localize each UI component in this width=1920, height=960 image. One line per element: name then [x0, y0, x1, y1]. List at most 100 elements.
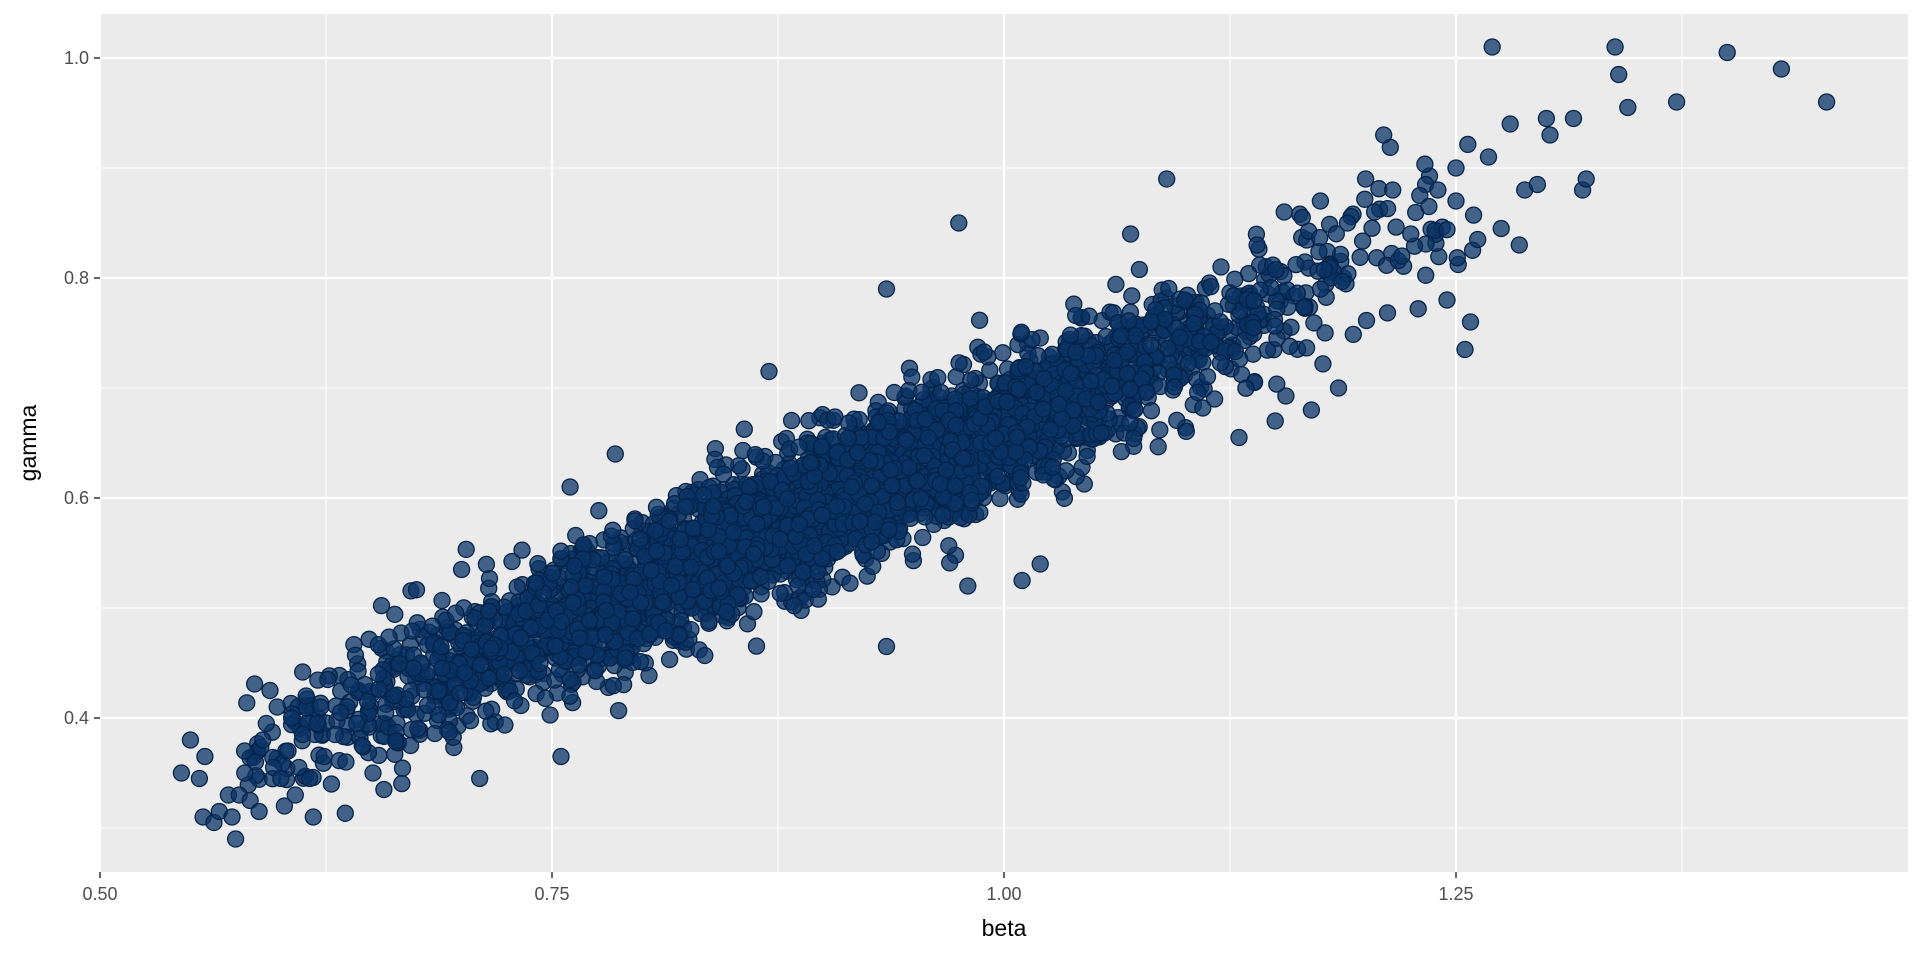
data-point	[308, 714, 326, 733]
data-point	[1344, 325, 1362, 344]
data-point	[755, 497, 773, 516]
data-point	[380, 628, 398, 646]
data-point	[1010, 380, 1028, 398]
data-point	[390, 655, 408, 673]
data-point	[684, 580, 702, 599]
data-point	[1168, 411, 1186, 430]
data-point	[877, 280, 896, 298]
data-point	[790, 515, 808, 534]
data-point	[297, 687, 315, 705]
data-point	[597, 601, 615, 620]
data-point	[1577, 170, 1595, 188]
data-point	[880, 521, 898, 539]
data-point	[1282, 318, 1300, 336]
data-point	[245, 675, 264, 693]
data-point	[451, 684, 469, 702]
data-point	[915, 446, 933, 465]
data-point	[1123, 287, 1141, 305]
data-point	[646, 522, 664, 540]
data-point	[1053, 409, 1071, 428]
y-tick-label: 0.4	[64, 708, 89, 728]
data-point	[961, 389, 980, 408]
data-point	[919, 428, 937, 447]
data-point	[1293, 208, 1311, 227]
data-point	[696, 646, 714, 665]
data-point	[1277, 387, 1295, 405]
data-point	[1185, 314, 1203, 333]
data-point	[1305, 314, 1323, 332]
data-point	[1541, 126, 1559, 144]
data-point	[570, 629, 589, 647]
data-point	[1056, 382, 1075, 400]
data-point	[595, 568, 613, 586]
data-point	[580, 611, 599, 630]
data-point	[751, 568, 770, 586]
data-point	[1226, 270, 1244, 288]
data-point	[941, 554, 959, 572]
data-point	[261, 681, 279, 700]
data-point	[1311, 192, 1330, 210]
data-point	[606, 445, 624, 463]
data-point	[851, 512, 869, 531]
data-point	[660, 512, 678, 530]
data-point	[393, 759, 412, 777]
data-point	[1078, 447, 1096, 466]
data-point	[1151, 421, 1169, 439]
data-point	[1297, 339, 1316, 357]
data-point	[1268, 375, 1286, 393]
data-point	[1142, 312, 1160, 331]
data-point	[1447, 192, 1465, 210]
data-point	[480, 602, 498, 620]
y-axis: 0.4 0.6 0.8 1.0	[64, 48, 100, 728]
data-point	[812, 437, 831, 456]
data-point	[401, 736, 420, 755]
data-point	[714, 465, 733, 483]
data-point	[1461, 313, 1480, 331]
data-point	[1817, 93, 1836, 111]
data-point	[561, 478, 579, 496]
data-point	[1409, 300, 1427, 318]
data-point	[1027, 383, 1046, 401]
data-point	[1314, 355, 1332, 373]
data-point	[1718, 43, 1736, 62]
data-point	[476, 616, 494, 635]
data-point	[916, 410, 934, 428]
data-point	[1459, 135, 1477, 154]
data-point	[1031, 555, 1049, 573]
data-point	[642, 561, 660, 580]
data-point	[813, 506, 831, 524]
data-point	[1438, 291, 1456, 309]
data-point	[336, 804, 354, 822]
data-point	[1008, 428, 1026, 446]
data-point	[543, 564, 562, 582]
data-point	[1378, 304, 1397, 322]
data-point	[1017, 358, 1035, 376]
data-point	[1149, 438, 1167, 456]
data-point	[748, 515, 766, 533]
data-point	[950, 354, 968, 372]
data-point	[1141, 336, 1160, 354]
data-point	[929, 369, 947, 387]
data-point	[1226, 342, 1245, 361]
data-point	[369, 665, 388, 683]
data-point	[947, 416, 965, 434]
data-point	[226, 830, 245, 848]
data-point	[1606, 38, 1624, 56]
data-point	[1107, 275, 1125, 294]
data-point	[861, 452, 879, 470]
data-point	[881, 461, 900, 479]
data-point	[1062, 364, 1080, 383]
y-tick-label: 1.0	[64, 48, 89, 68]
data-point	[426, 724, 444, 743]
data-point	[1050, 395, 1068, 414]
data-point	[850, 384, 868, 402]
data-point	[994, 344, 1012, 362]
data-point	[801, 454, 820, 472]
y-tick-label: 0.8	[64, 268, 89, 288]
data-point	[495, 665, 513, 684]
data-point	[671, 530, 690, 549]
data-point	[552, 542, 570, 560]
data-point	[862, 532, 881, 551]
data-point	[1479, 148, 1498, 166]
data-point	[940, 537, 958, 555]
